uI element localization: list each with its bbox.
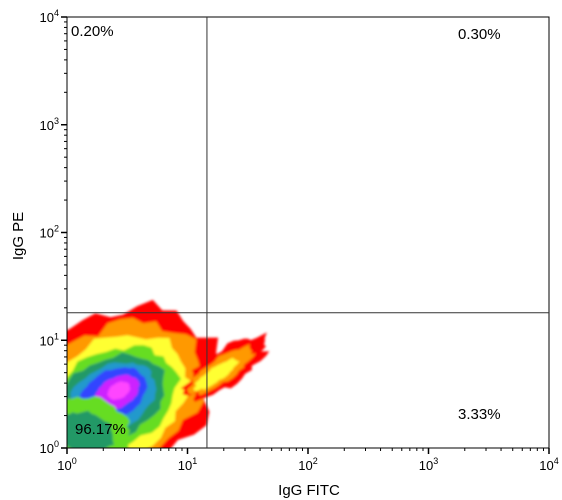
x-axis-label: IgG FITC: [278, 482, 340, 499]
y-tick-label: 100: [40, 439, 59, 456]
y-tick-label: 102: [40, 224, 59, 241]
y-tick-label: 104: [40, 8, 59, 25]
quadrant-label-upper-right: 0.30%: [458, 26, 501, 43]
density-contour: [67, 410, 115, 448]
axes: 100 101 102 103 104 100 101 102 103 104: [40, 8, 559, 473]
quadrant-label-upper-left: 0.20%: [71, 23, 114, 40]
x-tick-label: 101: [178, 456, 197, 473]
density-contour: [193, 357, 240, 392]
x-tick-label: 103: [419, 456, 438, 473]
y-tick-label: 103: [40, 116, 59, 133]
density-cloud: [67, 299, 270, 448]
y-axis-label: IgG PE: [10, 212, 27, 260]
x-tick-label: 102: [298, 456, 317, 473]
x-tick-label: 100: [57, 456, 76, 473]
quadrant-label-lower-right: 3.33%: [458, 406, 501, 423]
y-tick-label: 101: [40, 331, 59, 348]
x-tick-label: 104: [539, 456, 558, 473]
density-contour: [107, 381, 131, 400]
quadrant-label-lower-left: 96.17%: [75, 421, 126, 438]
